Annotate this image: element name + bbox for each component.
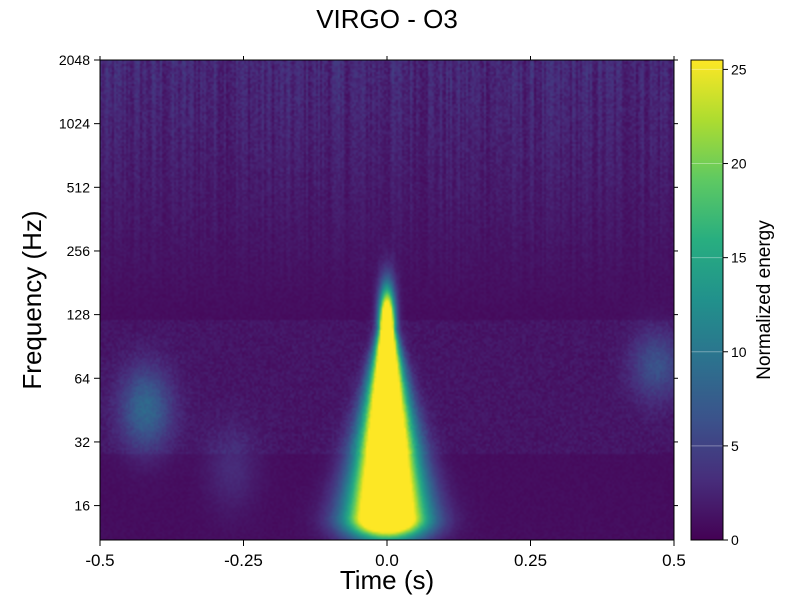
colorbar-tick-label: 10 (731, 344, 747, 360)
y-tick-label: 64 (74, 370, 90, 386)
colorbar: 0 5 10 15 20 25 Normalized energy (690, 59, 775, 548)
colorbar-tick-label: 5 (731, 438, 739, 454)
y-tick-label: 512 (67, 179, 91, 195)
colorbar-tick-label: 15 (731, 250, 747, 266)
colorbar-tick-label: 0 (731, 532, 739, 548)
heatmap-area (100, 60, 674, 540)
colorbar-gridlines (691, 68, 723, 447)
colorbar-tick-label: 20 (731, 156, 747, 172)
colorbar-gradient (691, 60, 723, 540)
y-axis: 16 32 64 128 256 512 1024 2048 (59, 52, 678, 514)
colorbar-ticks: 0 5 10 15 20 25 (723, 61, 747, 548)
colorbar-label: Normalized energy (754, 220, 775, 380)
y-tick-label: 16 (74, 498, 90, 514)
y-tick-label: 2048 (59, 52, 90, 68)
x-tick-label: 0.0 (375, 551, 399, 570)
y-tick-label: 256 (67, 243, 91, 259)
x-tick-label: 0.5 (662, 551, 686, 570)
chart-title: VIRGO - O3 (316, 4, 458, 34)
y-tick-label: 128 (67, 307, 91, 323)
heatmap-image (100, 60, 674, 540)
colorbar-tick-label: 25 (731, 61, 747, 77)
x-axis-label: Time (s) (340, 565, 434, 595)
colorbar-frame (690, 59, 724, 541)
x-axis: -0.5 -0.25 0.0 0.25 0.5 (85, 56, 686, 570)
y-axis-label: Frequency (Hz) (17, 210, 47, 389)
x-tick-label: -0.25 (224, 551, 263, 570)
x-tick-label: -0.5 (85, 551, 114, 570)
y-tick-label: 1024 (59, 116, 90, 132)
y-tick-label: 32 (74, 434, 90, 450)
x-tick-label: 0.25 (514, 551, 547, 570)
